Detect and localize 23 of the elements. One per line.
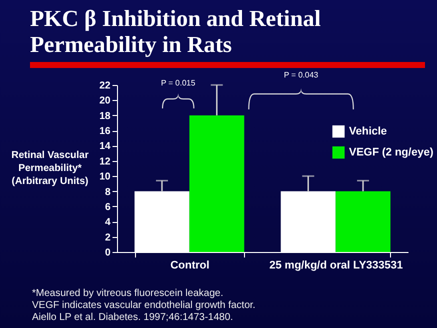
y-tick-label: 16 xyxy=(99,126,111,138)
x-tick-label: Control xyxy=(170,260,210,272)
y-tick-label: 22 xyxy=(99,80,111,92)
x-tick-label: 25 mg/kg/d oral LY333531 xyxy=(269,260,403,272)
text: *Measured by vitreous fluorescein leakage. xyxy=(32,288,224,300)
y-axis-title: Retinal Vascular Permeability* (Arbitrary Units) xyxy=(10,148,90,188)
text: VEGF indicates vascular endothelial growth factor. xyxy=(32,300,256,312)
chart-title: PKC β Inhibition and Retinal Permeability in Rats xyxy=(30,6,322,58)
y-tick-label: 10 xyxy=(99,172,111,183)
annotation: P = 0.015 xyxy=(161,78,196,88)
legend-label: Vehicle xyxy=(349,126,387,138)
y-tick-label: 18 xyxy=(99,110,111,122)
legend-label: VEGF (2 ng/eye) xyxy=(349,146,434,158)
y-tick-label: 0 xyxy=(104,248,111,258)
y-tick-label: 8 xyxy=(104,186,111,198)
y-tick-label: 20 xyxy=(99,96,111,107)
y-tick-label: 4 xyxy=(104,217,111,228)
y-tick-label: 6 xyxy=(104,202,111,213)
y-tick-label: 12 xyxy=(99,156,111,168)
text: P = 0.043 xyxy=(284,70,319,80)
text: Aiello LP et al. Diabetes. 1997;46:1473-1480. xyxy=(32,312,234,324)
y-tick-label: 2 xyxy=(104,232,111,244)
y-tick-label: 14 xyxy=(99,141,111,152)
